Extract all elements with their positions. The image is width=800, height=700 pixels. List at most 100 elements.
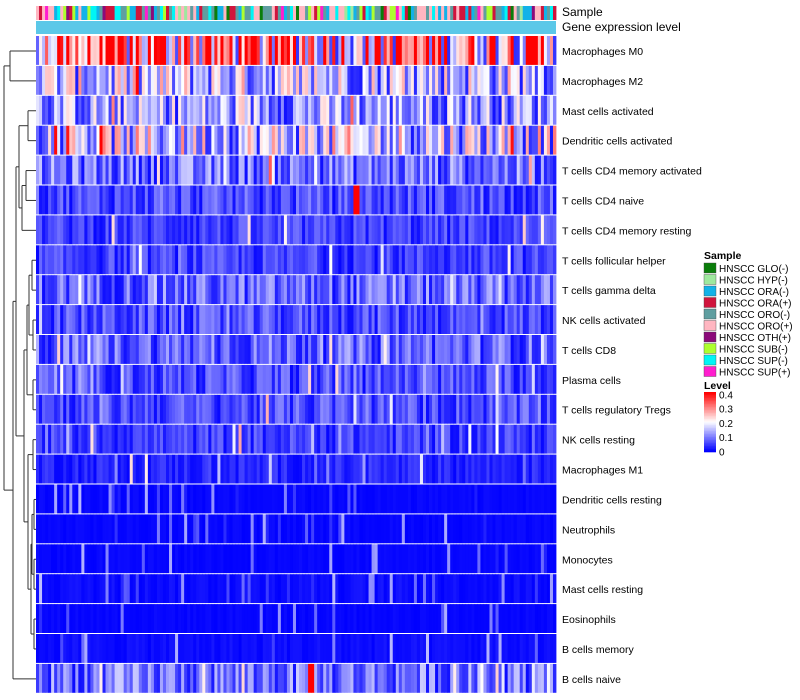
heatmap-cell — [338, 65, 342, 95]
heatmap-cell — [253, 394, 258, 424]
heatmap-cell — [172, 275, 176, 305]
heatmap-cell — [247, 275, 252, 305]
heatmap-cell — [111, 36, 115, 65]
heatmap-cell — [386, 574, 391, 604]
heatmap-cell — [374, 305, 379, 334]
heatmap-cell — [54, 394, 58, 424]
heatmap-cell — [429, 514, 433, 544]
heatmap-cell — [552, 424, 557, 454]
heatmap-cell — [105, 394, 109, 424]
heatmap-cell — [468, 275, 472, 305]
row-label: T cells CD4 memory activated — [562, 166, 702, 178]
heatmap-cell — [513, 544, 518, 574]
heatmap-cell — [474, 514, 478, 544]
heatmap-cell — [283, 424, 288, 454]
sample-legend-swatch — [703, 343, 717, 354]
heatmap-cell — [332, 364, 336, 394]
heatmap-cell — [96, 574, 100, 604]
heatmap-cell — [75, 185, 79, 215]
sample-cell — [549, 6, 554, 20]
heatmap-cell — [447, 364, 451, 394]
heatmap-cell — [156, 574, 161, 604]
heatmap-cell — [546, 604, 551, 633]
heatmap-cell — [374, 634, 379, 663]
heatmap-cell — [126, 544, 131, 574]
heatmap-cell — [256, 634, 261, 663]
heatmap-cell — [214, 95, 218, 125]
heatmap-cell — [432, 484, 436, 514]
heatmap-cell — [429, 604, 433, 633]
heatmap-cell — [292, 215, 297, 245]
heatmap-cell — [178, 36, 182, 65]
heatmap-cell — [75, 514, 79, 544]
heatmap-cell — [286, 185, 291, 215]
heatmap-cell — [317, 305, 321, 334]
heatmap-cell — [42, 125, 46, 155]
heatmap-cell — [208, 634, 212, 663]
heatmap-cell — [338, 36, 342, 65]
heatmap-cell — [299, 215, 303, 245]
heatmap-cell — [111, 663, 115, 693]
sample-cell — [311, 6, 315, 20]
heatmap-cell — [93, 663, 97, 693]
heatmap-cell — [389, 185, 394, 215]
heatmap-cell — [326, 454, 330, 484]
heatmap-cell — [84, 215, 88, 245]
heatmap-cell — [268, 245, 273, 275]
heatmap-cell — [253, 185, 258, 215]
heatmap-cell — [368, 544, 372, 574]
heatmap-cell — [232, 215, 236, 245]
heatmap-cell — [108, 514, 112, 544]
sample-cell — [172, 6, 176, 20]
heatmap-cell — [441, 544, 445, 574]
heatmap-cell — [138, 364, 143, 394]
heatmap-cell — [525, 544, 530, 574]
heatmap-cell — [416, 544, 421, 574]
heatmap-cell — [305, 604, 309, 633]
heatmap-cell — [72, 95, 76, 125]
heatmap-cell — [175, 185, 179, 215]
heatmap-cell — [359, 155, 363, 185]
heatmap-cell — [241, 634, 245, 663]
heatmap-cell — [552, 155, 557, 185]
heatmap-cell — [162, 125, 167, 155]
heatmap-cell — [429, 484, 433, 514]
heatmap-cell — [217, 574, 221, 604]
heatmap-cell — [398, 544, 403, 574]
heatmap-cell — [546, 245, 551, 275]
heatmap-cell — [271, 454, 276, 484]
heatmap-cell — [283, 155, 288, 185]
row-label: NK cells resting — [562, 435, 635, 447]
heatmap-cell — [247, 454, 252, 484]
heatmap-cell — [365, 335, 369, 364]
heatmap-cell — [296, 604, 300, 633]
heatmap-cell — [368, 65, 372, 95]
heatmap-cell — [99, 275, 103, 305]
heatmap-cell — [504, 215, 509, 245]
heatmap-cell — [480, 65, 484, 95]
heatmap-cell — [317, 215, 321, 245]
heatmap-cell — [84, 95, 88, 125]
heatmap-cell — [392, 544, 397, 574]
heatmap-cell — [90, 544, 94, 574]
heatmap-cell — [238, 663, 242, 693]
heatmap-cell — [389, 424, 394, 454]
heatmap-cell — [271, 364, 276, 394]
sample-cell — [238, 6, 242, 20]
heatmap-cell — [365, 634, 369, 663]
heatmap-cell — [383, 604, 388, 633]
heatmap-cell — [120, 245, 125, 275]
heatmap-cell — [226, 663, 230, 693]
heatmap-cell — [552, 364, 557, 394]
heatmap-cell — [308, 574, 312, 604]
heatmap-cell — [144, 574, 149, 604]
heatmap-cell — [238, 215, 242, 245]
heatmap-cell — [389, 305, 394, 334]
heatmap-cell — [543, 275, 548, 305]
heatmap-cell — [453, 215, 457, 245]
heatmap-cell — [471, 424, 475, 454]
heatmap-cell — [426, 574, 430, 604]
heatmap-cell — [371, 95, 375, 125]
heatmap-cell — [196, 364, 200, 394]
heatmap-cell — [214, 36, 218, 65]
